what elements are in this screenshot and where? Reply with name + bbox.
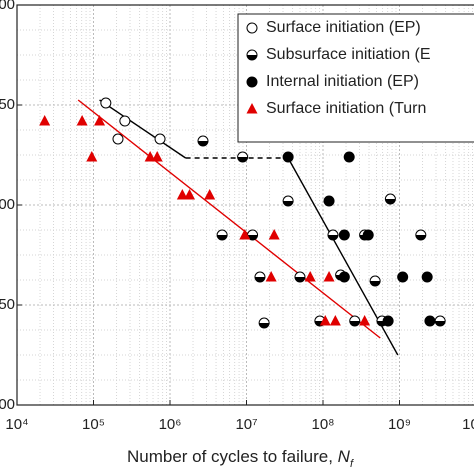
half-circle-marker <box>349 315 361 327</box>
legend-label: Surface initiation (Turn <box>266 100 426 117</box>
triangle-marker <box>176 189 188 200</box>
half-circle-marker <box>254 271 266 283</box>
filled-circle-marker <box>282 151 294 163</box>
y-tick-label: 00 <box>0 0 15 13</box>
half-circle-marker <box>327 229 339 241</box>
marker-bottom <box>197 141 208 146</box>
filled-circle-marker <box>323 195 335 207</box>
triangle-marker <box>304 271 316 282</box>
marker-bottom <box>435 321 446 327</box>
legend-label: Surface initiation (EP) <box>266 19 421 36</box>
y-tick-label: 00 <box>0 196 15 213</box>
x-tick-label: 10⁶ <box>159 416 182 433</box>
triangle-marker <box>359 315 371 326</box>
half-circle-marker <box>216 229 228 241</box>
marker-bottom <box>247 55 257 60</box>
marker-bottom <box>415 235 426 240</box>
half-circle-marker <box>258 317 270 329</box>
triangle-marker <box>184 189 196 200</box>
filled-circle-marker <box>424 315 436 327</box>
half-circle-marker <box>282 195 294 207</box>
marker-bottom <box>254 277 265 282</box>
filled-circle-marker <box>343 151 355 163</box>
triangle-marker <box>144 151 156 162</box>
triangle-marker <box>151 151 163 162</box>
marker-bottom <box>217 235 228 240</box>
triangle-marker <box>268 229 280 240</box>
fit-line <box>99 99 187 159</box>
open-circle-marker <box>246 22 258 34</box>
legend-label: Subsurface initiation (E <box>266 46 431 63</box>
marker-bottom <box>327 235 338 240</box>
filled-circle-marker <box>338 229 350 241</box>
filled-circle-marker <box>246 76 258 88</box>
half-circle-marker <box>246 49 258 61</box>
marker-bottom <box>294 277 305 282</box>
marker-bottom <box>283 201 294 206</box>
triangle-marker <box>86 151 98 162</box>
marker-bottom <box>259 323 270 328</box>
x-tick-label: 10⁹ <box>388 416 411 433</box>
half-circle-marker <box>369 275 381 287</box>
open-circle-marker <box>112 133 124 145</box>
open-circle-marker <box>100 97 112 109</box>
triangle-marker <box>323 271 335 282</box>
triangle-marker <box>319 315 331 326</box>
marker-bottom <box>370 281 381 286</box>
triangle-marker <box>76 115 88 126</box>
y-tick-label: 50 <box>0 296 15 313</box>
half-circle-marker <box>294 271 306 283</box>
open-circle-marker <box>119 115 131 127</box>
marker-bottom <box>247 235 258 240</box>
filled-circle-marker <box>338 271 350 283</box>
fit-line <box>77 99 381 339</box>
marker-bottom <box>349 321 360 327</box>
x-tick-label: 10⁵ <box>82 416 105 433</box>
filled-circle-marker <box>362 229 374 241</box>
y-tick-label: 50 <box>0 96 15 113</box>
open-circle-marker <box>154 133 166 145</box>
half-circle-marker <box>434 315 446 327</box>
x-tick-label: 10⁴ <box>5 416 28 433</box>
x-tick-label: 10¹⁰ <box>462 416 474 433</box>
filled-circle-marker <box>382 315 394 327</box>
legend-box <box>237 13 474 143</box>
triangle-marker <box>265 271 277 282</box>
half-circle-marker <box>384 193 396 205</box>
triangle-marker <box>246 103 258 114</box>
half-circle-marker <box>197 135 209 147</box>
x-tick-label: 10⁷ <box>235 416 257 433</box>
x-tick-label: 10⁸ <box>311 416 334 433</box>
triangle-marker <box>39 115 51 126</box>
triangle-marker <box>239 229 251 240</box>
y-tick-label: 00 <box>0 396 15 413</box>
triangle-marker <box>94 115 106 126</box>
legend-label: Internal initiation (EP) <box>266 73 419 90</box>
triangle-marker <box>329 315 341 326</box>
x-axis-label: Number of cycles to failure, Nf <box>127 447 354 469</box>
filled-circle-marker <box>397 271 409 283</box>
marker-bottom <box>237 157 248 162</box>
half-circle-marker <box>415 229 427 241</box>
filled-circle-marker <box>421 271 433 283</box>
marker-bottom <box>385 199 396 204</box>
triangle-marker <box>204 189 216 200</box>
half-circle-marker <box>237 151 249 163</box>
